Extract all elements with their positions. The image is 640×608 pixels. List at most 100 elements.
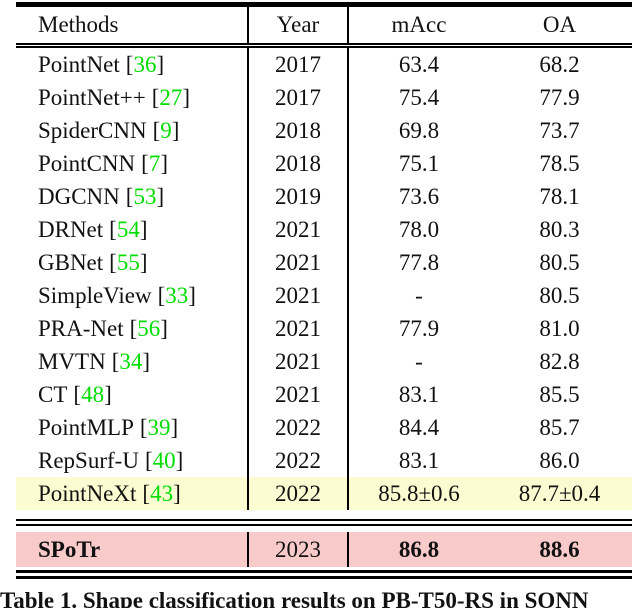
year-cell: 2021 <box>247 345 349 378</box>
oa-cell: 85.7 <box>539 415 580 440</box>
results-table: Methods Year mAcc OA PointNet [36] 2017 6… <box>16 0 632 579</box>
method-cell: MVTN [34] <box>16 345 247 378</box>
table-row: DRNet [54] 2021 78.0 80.3 <box>16 213 632 246</box>
year-cell: 2017 <box>247 48 349 81</box>
oa-cell: 80.5 <box>539 283 580 308</box>
method-name: PointNeXt <box>38 481 137 506</box>
citation-ref: 54 <box>116 217 140 242</box>
bracket-open: [ <box>144 448 153 473</box>
method-cell: SPoTr <box>16 532 247 567</box>
method-cell: GBNet [55] <box>16 246 247 279</box>
method-name: SpiderCNN <box>38 118 147 143</box>
table-row: MVTN [34] 2021 - 82.8 <box>16 345 632 378</box>
oa-cell: 68.2 <box>539 52 580 77</box>
bracket-close: ] <box>170 415 179 440</box>
oa-cell: 73.7 <box>539 118 580 143</box>
citation-ref: 9 <box>160 118 172 143</box>
citation-ref: 34 <box>119 349 143 374</box>
macc-cell: 85.8±0.6 <box>378 481 460 506</box>
bracket-close: ] <box>139 217 148 242</box>
bottom-double-rule <box>16 570 632 579</box>
oa-cell: 78.5 <box>539 151 580 176</box>
citation: [48] <box>73 382 111 407</box>
year-cell: 2021 <box>247 213 349 246</box>
oa-cell: 80.3 <box>539 217 580 242</box>
column-header-macc: mAcc <box>391 12 447 37</box>
bracket-open: [ <box>125 184 134 209</box>
macc-cell: 86.8 <box>398 537 440 562</box>
table-row: RepSurf-U [40] 2022 83.1 86.0 <box>16 444 632 477</box>
column-header-methods: Methods <box>38 12 119 37</box>
method-cell: PRA-Net [56] <box>16 312 247 345</box>
method-name: CT <box>38 382 68 407</box>
citation: [36] <box>126 52 164 77</box>
method-name: SimpleView <box>38 283 152 308</box>
oa-cell: 85.5 <box>539 382 580 407</box>
year-cell: 2021 <box>247 279 349 312</box>
citation: [27] <box>152 85 190 110</box>
table-row: CT [48] 2021 83.1 85.5 <box>16 378 632 411</box>
bracket-open: [ <box>152 118 161 143</box>
method-name: PRA-Net <box>38 316 124 341</box>
bracket-open: [ <box>151 85 160 110</box>
citation: [43] <box>142 481 180 506</box>
citation-ref: 33 <box>165 283 189 308</box>
macc-cell: - <box>415 283 423 308</box>
bracket-open: [ <box>73 382 82 407</box>
method-name: SPoTr <box>38 537 101 562</box>
macc-cell: 63.4 <box>398 52 440 77</box>
bracket-open: [ <box>125 52 134 77</box>
oa-cell: 82.8 <box>539 349 580 374</box>
citation-ref: 53 <box>133 184 157 209</box>
year-cell: 2021 <box>247 378 349 411</box>
bracket-close: ] <box>139 250 148 275</box>
year-cell: 2018 <box>247 114 349 147</box>
citation: [53] <box>126 184 164 209</box>
macc-cell: 75.4 <box>398 85 440 110</box>
table-row: PointNet++ [27] 2017 75.4 77.9 <box>16 81 632 114</box>
method-cell: PointMLP [39] <box>16 411 247 444</box>
bracket-close: ] <box>160 151 168 176</box>
method-name: RepSurf-U <box>38 448 139 473</box>
citation-ref: 55 <box>116 250 140 275</box>
method-name: PointNet <box>38 52 120 77</box>
table-row: PointNet [36] 2017 63.4 68.2 <box>16 48 632 81</box>
citation-ref: 39 <box>147 415 171 440</box>
table-row: PRA-Net [56] 2021 77.9 81.0 <box>16 312 632 345</box>
macc-cell: 83.1 <box>398 448 440 473</box>
citation: [39] <box>140 415 178 440</box>
method-name: DGCNN <box>38 184 120 209</box>
method-cell: RepSurf-U [40] <box>16 444 247 477</box>
method-name: DRNet <box>38 217 104 242</box>
method-cell: CT [48] <box>16 378 247 411</box>
bracket-close: ] <box>173 481 181 506</box>
method-name: PointMLP <box>38 415 134 440</box>
citation: [34] <box>112 349 150 374</box>
oa-cell: 88.6 <box>539 537 580 562</box>
macc-cell: 77.8 <box>398 250 440 275</box>
oa-cell: 86.0 <box>539 448 580 473</box>
method-name: PointNet++ <box>38 85 146 110</box>
citation-ref: 43 <box>150 481 174 506</box>
method-cell: DRNet [54] <box>16 213 247 246</box>
bracket-open: [ <box>157 283 166 308</box>
bracket-open: [ <box>141 151 149 176</box>
citation: [9] <box>153 118 180 143</box>
macc-cell: 78.0 <box>398 217 440 242</box>
bracket-close: ] <box>156 184 165 209</box>
citation: [54] <box>109 217 147 242</box>
citation: [55] <box>109 250 147 275</box>
method-cell: SimpleView [33] <box>16 279 247 312</box>
macc-cell: - <box>415 349 423 374</box>
year-cell: 2022 <box>247 411 349 444</box>
bracket-close: ] <box>160 316 168 341</box>
oa-cell: 81.0 <box>539 316 580 341</box>
bracket-close: ] <box>104 382 112 407</box>
method-name: GBNet <box>38 250 104 275</box>
year-cell: 2022 <box>247 444 349 477</box>
table-top-rule <box>16 2 632 7</box>
method-cell: PointNeXt [43] <box>16 477 247 510</box>
table-body: PointNet [36] 2017 63.4 68.2 PointNet++ [2… <box>16 48 632 510</box>
bracket-close: ] <box>175 448 184 473</box>
bracket-close: ] <box>182 85 191 110</box>
